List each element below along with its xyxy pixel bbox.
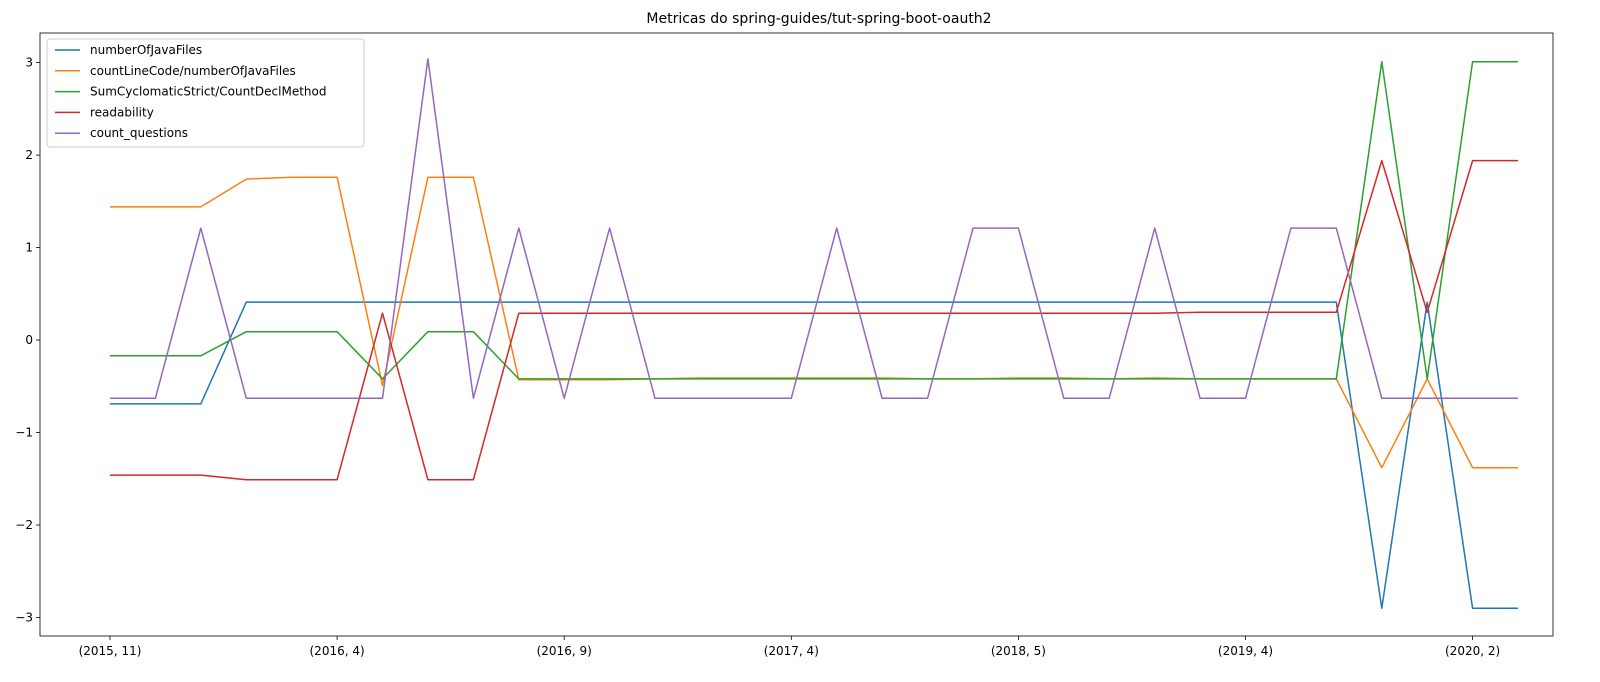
x-tick-label: (2019, 4) [1218, 644, 1273, 658]
legend: numberOfJavaFiles countLineCode/numberOfJ… [46, 38, 365, 148]
series-line-0 [110, 301, 1518, 610]
chart-title: Metricas do spring-guides/tut-spring-boo… [646, 11, 991, 27]
y-tick-label: 3 [25, 56, 33, 70]
y-tick-label: 1 [25, 241, 33, 255]
legend-box [46, 38, 365, 148]
x-tick-label: (2020, 2) [1445, 644, 1500, 658]
x-tick-label: (2017, 4) [764, 644, 819, 658]
plot-area [110, 58, 1518, 610]
y-tick-label: −3 [15, 611, 33, 625]
x-tick-label: (2016, 4) [310, 644, 365, 658]
x-tick-label: (2016, 9) [537, 644, 592, 658]
legend-label: countLineCode/numberOfJavaFiles [90, 64, 296, 78]
series-line-4 [110, 58, 1518, 400]
legend-label: readability [90, 105, 154, 119]
y-tick-label: −1 [15, 426, 33, 440]
legend-label: numberOfJavaFiles [90, 43, 202, 57]
legend-label: count_questions [90, 126, 188, 140]
y-tick-label: 2 [25, 148, 33, 162]
y-tick-label: 0 [25, 333, 33, 347]
x-tick-label: (2018, 5) [991, 644, 1046, 658]
axes: −3 −2 −1 0 1 2 3 (2015, 11) (2016, 4) (2016, 9) (2… [15, 32, 1554, 658]
plot-frame [39, 32, 1554, 637]
series-line-2 [110, 60, 1518, 380]
y-tick-label: −2 [15, 518, 33, 532]
x-tick-label: (2015, 11) [79, 644, 142, 658]
legend-label: SumCyclomaticStrict/CountDeclMethod [90, 85, 326, 99]
